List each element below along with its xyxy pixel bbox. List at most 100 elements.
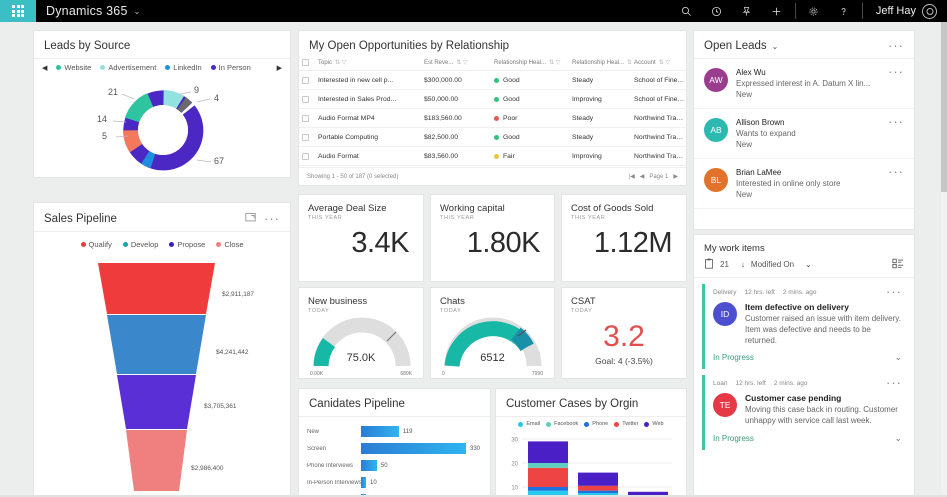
row-checkbox[interactable]: [299, 70, 315, 90]
bar-row[interactable]: Screen 330: [299, 440, 490, 457]
cell-account[interactable]: Northwind Trad...: [631, 146, 688, 166]
column-header-revenue[interactable]: Est Reve... ⇅ ▽: [421, 55, 491, 71]
page-scrollbar[interactable]: [941, 22, 947, 497]
select-all-checkbox[interactable]: [299, 55, 315, 71]
chevron-down-icon[interactable]: ⌄: [894, 432, 902, 443]
bar-fill[interactable]: [361, 426, 399, 437]
cell-account[interactable]: School of Fine Art: [631, 89, 688, 109]
kpi-cost-of-goods-sold[interactable]: Cost of Goods Sold THIS YEAR 1.12M: [561, 194, 687, 282]
more-icon[interactable]: ···: [888, 38, 904, 53]
cell-topic[interactable]: Interested in Sales Prod...: [315, 89, 421, 109]
sort-icon[interactable]: ⇅ ▽: [549, 60, 561, 66]
settings-icon[interactable]: [799, 0, 829, 22]
legend-item-website[interactable]: Website: [56, 63, 91, 72]
leads-donut-chart[interactable]: 9 4 21 14 5 67: [34, 74, 290, 174]
sort-icon[interactable]: ⇅ ▽: [658, 60, 670, 66]
row-checkbox[interactable]: [299, 127, 315, 147]
cell-account[interactable]: Northwind Trad...: [631, 127, 688, 147]
brand-area[interactable]: Dynamics 365 ⌄: [46, 4, 141, 18]
scrollbar-thumb[interactable]: [941, 22, 947, 192]
bar-row[interactable]: New 119: [299, 423, 490, 440]
legend-item-facebook[interactable]: Facebook: [546, 421, 578, 427]
sort-icon[interactable]: ⇅ ▽: [627, 60, 631, 66]
cell-account[interactable]: Northwind Trad...: [631, 108, 688, 128]
pin-icon[interactable]: [732, 0, 762, 22]
list-item[interactable]: BL Brian LaMee Interested in online only s…: [694, 159, 914, 209]
app-launcher-icon[interactable]: [0, 0, 36, 22]
row-checkbox[interactable]: [299, 108, 315, 128]
kpi-csat[interactable]: CSAT TODAY 3.2 Goal: 4 (-3.5%): [561, 287, 687, 379]
cell-topic[interactable]: Audio Format MP4: [315, 108, 421, 128]
gauge-chats[interactable]: Chats TODAY 6512 0 7990: [430, 287, 555, 379]
legend-item-email[interactable]: Email: [518, 421, 540, 427]
gauge-new-business[interactable]: New business TODAY 75.0K 0.00K 680K: [298, 287, 424, 379]
legend-item-close[interactable]: Close: [216, 240, 244, 249]
legend-next-icon[interactable]: ▶: [276, 64, 282, 72]
more-icon[interactable]: ···: [886, 284, 902, 299]
sort-field-label[interactable]: Modified On: [750, 260, 795, 269]
legend-prev-icon[interactable]: ◀: [42, 64, 48, 72]
work-item-card[interactable]: Loan 12 hrs. left 2 mins. ago ··· TE Customer…: [702, 375, 906, 450]
bar-fill[interactable]: [361, 477, 366, 488]
work-item-status[interactable]: In Progress: [713, 433, 754, 443]
arrow-down-icon[interactable]: ↓: [740, 260, 745, 269]
cell-topic[interactable]: Portable Computing: [315, 127, 421, 147]
table-row[interactable]: Interested in new cell p... $300,000.00 Go…: [299, 70, 688, 90]
candidates-bar-chart[interactable]: New 119 Screen 330 Phone Interviews 50 In-Pers…: [299, 417, 490, 497]
more-icon[interactable]: ···: [886, 375, 902, 391]
legend-item-phone[interactable]: Phone: [584, 421, 608, 427]
table-row[interactable]: Audio Format $83,560.00 Fair Improving North…: [299, 146, 688, 166]
user-name-label[interactable]: Jeff Hay: [875, 5, 916, 17]
column-header-health[interactable]: Relationship Heal... ⇅ ▽: [491, 55, 569, 71]
legend-item-twitter[interactable]: Twitter: [614, 421, 638, 427]
sort-icon[interactable]: ⇅ ▽: [335, 60, 347, 66]
bar-row[interactable]: Phone Interviews 50: [299, 457, 490, 474]
bar-row[interactable]: In-Person Interviews 10: [299, 474, 490, 491]
cell-topic[interactable]: Audio Format: [315, 146, 421, 166]
row-checkbox[interactable]: [299, 146, 315, 166]
kpi-average-deal-size[interactable]: Average Deal Size THIS YEAR 3.4K: [298, 194, 424, 282]
table-row[interactable]: Audio Format MP4 $183,560.00 Poor Steady Nor…: [299, 108, 688, 128]
legend-item-web[interactable]: Web: [644, 421, 664, 427]
chevron-down-icon[interactable]: ⌄: [805, 260, 812, 269]
plus-icon[interactable]: [762, 0, 792, 22]
more-icon[interactable]: ···: [888, 114, 904, 129]
bar-fill[interactable]: [361, 443, 466, 454]
more-icon[interactable]: ···: [264, 210, 280, 226]
cell-topic[interactable]: Interested in new cell p...: [315, 70, 421, 90]
legend-item-advertisement[interactable]: Advertisement: [100, 63, 156, 72]
column-header-account[interactable]: Account ⇅ ▽: [631, 55, 688, 71]
column-header-topic[interactable]: Topic ⇅ ▽: [315, 55, 421, 71]
list-item[interactable]: AB Allison Brown Wants to expand New ···: [694, 109, 914, 159]
cell-account[interactable]: School of Fine Art: [631, 70, 688, 90]
search-icon[interactable]: [672, 0, 702, 22]
chevron-down-icon[interactable]: ⌄: [894, 352, 902, 363]
expand-icon[interactable]: [245, 212, 256, 225]
list-view-icon[interactable]: [892, 258, 904, 271]
avatar[interactable]: [922, 3, 937, 19]
more-icon[interactable]: ···: [888, 64, 904, 79]
list-item[interactable]: AW Alex Wu Expressed interest in A. Datum …: [694, 59, 914, 109]
prev-page-button[interactable]: ◀: [639, 174, 645, 180]
recent-icon[interactable]: [702, 0, 732, 22]
bar-fill[interactable]: [361, 460, 377, 471]
help-icon[interactable]: [829, 0, 859, 22]
table-row[interactable]: Interested in Sales Prod... $50,000.00 Goo…: [299, 89, 688, 109]
first-page-button[interactable]: |◀: [628, 174, 635, 180]
column-header-health-trend[interactable]: Relationship Heal...⇅ ▽: [569, 55, 631, 71]
chevron-down-icon[interactable]: ⌄: [771, 41, 779, 51]
legend-item-propose[interactable]: Propose: [169, 240, 205, 249]
row-checkbox[interactable]: [299, 89, 315, 109]
sales-funnel-chart[interactable]: $2,911,187 $4,241,442 $3,705,361 $2,986,…: [34, 251, 290, 491]
legend-item-develop[interactable]: Develop: [122, 240, 158, 249]
next-page-button[interactable]: ▶: [673, 174, 678, 180]
chevron-down-icon[interactable]: ⌄: [133, 6, 141, 16]
kpi-working-capital[interactable]: Working capital THIS YEAR 1.80K: [430, 194, 555, 282]
legend-item-linkedin[interactable]: LinkedIn: [165, 63, 202, 72]
more-icon[interactable]: ···: [888, 164, 904, 179]
sort-icon[interactable]: ⇅ ▽: [456, 60, 468, 66]
cases-stacked-bar-chart[interactable]: 0102030: [496, 429, 686, 497]
legend-item-in-person[interactable]: In Person: [210, 63, 251, 72]
work-item-card[interactable]: Delivery 12 hrs. left 2 mins. ago ··· ID Item…: [702, 284, 906, 370]
work-item-status[interactable]: In Progress: [713, 353, 754, 363]
